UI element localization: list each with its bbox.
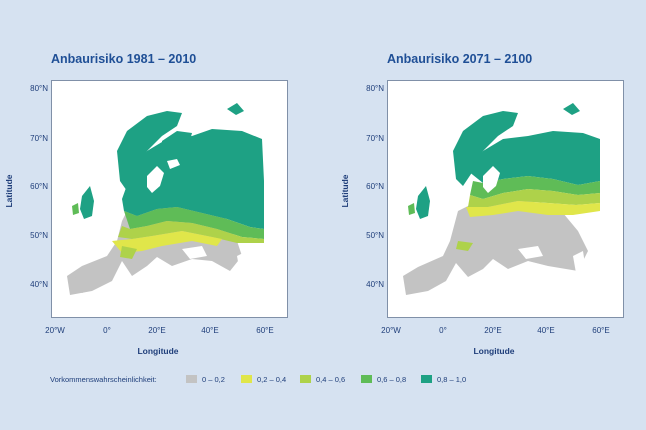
lon-tick: 0° [439,326,447,335]
lon-tick: 60°E [592,326,610,335]
legend-label: 0,6 – 0,8 [377,375,407,384]
legend-title: Vorkommenswahrscheinlichkeit: [50,375,157,384]
legend-item: 0,4 – 0,6 [300,375,345,384]
lon-tick: 20°W [381,326,401,335]
lat-tick: 70°N [30,134,48,143]
legend-label: 0,2 – 0,4 [257,375,287,384]
legend-swatch [361,375,372,383]
y-axis-label-1: Latitude [4,174,14,208]
lat-tick: 80°N [366,84,384,93]
legend-item: 0,2 – 0,4 [241,375,286,384]
lat-tick: 70°N [366,134,384,143]
x-axis-label-1: Longitude [137,346,179,356]
legend-swatch [186,375,197,383]
lon-tick: 0° [103,326,111,335]
map-panel-1981-2010 [51,80,288,318]
lon-tick: 60°E [256,326,274,335]
legend-item: 0,8 – 1,0 [421,375,466,384]
map-panel-2071-2100 [387,80,624,318]
lon-tick: 40°E [201,326,219,335]
map-title-2071-2100: Anbaurisiko 2071 – 2100 [387,52,533,66]
legend-swatch [421,375,432,383]
legend-swatch [241,375,252,383]
lat-tick: 50°N [30,231,48,240]
lat-tick: 40°N [30,280,48,289]
legend-label: 0 – 0,2 [202,375,225,384]
map-europe-1981-2010 [67,103,264,295]
legend-item: 0 – 0,2 [186,375,225,384]
lon-tick: 20°W [45,326,65,335]
legend-item: 0,6 – 0,8 [361,375,406,384]
lat-tick: 80°N [30,84,48,93]
legend-swatch [300,375,311,383]
map-title-1981-2010: Anbaurisiko 1981 – 2010 [51,52,197,66]
lon-tick: 40°E [537,326,555,335]
lat-tick: 60°N [366,182,384,191]
lon-tick: 20°E [484,326,502,335]
map-europe-2071-2100 [403,103,600,295]
x-axis-label-2: Longitude [473,346,515,356]
lat-tick: 40°N [366,280,384,289]
lat-tick: 50°N [366,231,384,240]
lat-tick: 60°N [30,182,48,191]
legend-label: 0,8 – 1,0 [437,375,467,384]
legend-label: 0,4 – 0,6 [316,375,346,384]
y-axis-label-2: Latitude [340,174,350,208]
lon-tick: 20°E [148,326,166,335]
